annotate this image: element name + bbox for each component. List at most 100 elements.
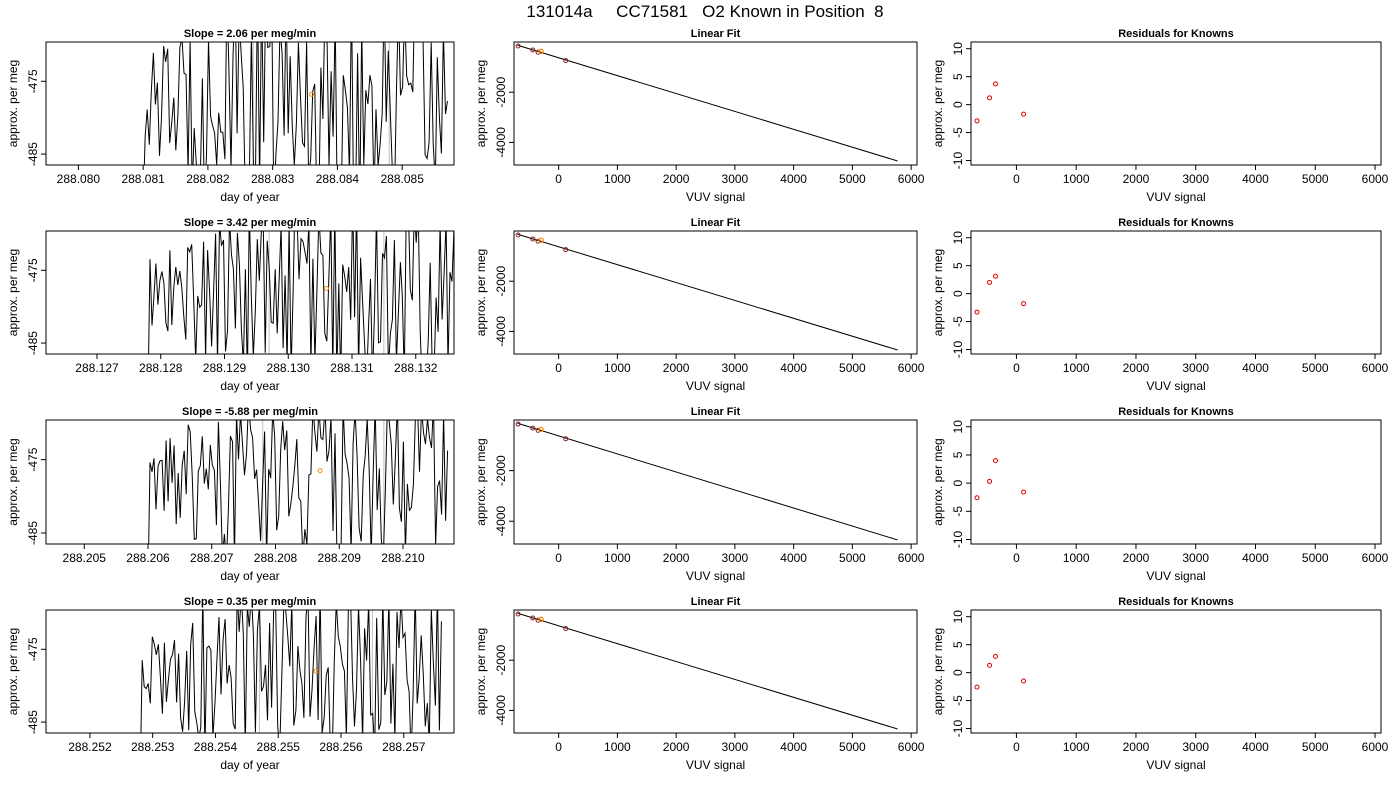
x-tick-label: 2000 bbox=[663, 740, 690, 754]
plot-frame bbox=[45, 41, 455, 166]
x-tick-label: 288.205 bbox=[63, 551, 107, 565]
x-tick-label: 1000 bbox=[604, 361, 631, 375]
x-axis-label: VUV signal bbox=[686, 190, 745, 204]
sample-marker bbox=[538, 237, 544, 244]
y-tick-label: 10 bbox=[951, 420, 965, 434]
x-tick-label: 288.206 bbox=[126, 551, 170, 565]
y-tick-label: 5 bbox=[951, 641, 965, 648]
y-tick-label: -5 bbox=[951, 127, 965, 138]
sample-marker bbox=[538, 616, 544, 623]
data-point bbox=[1021, 301, 1027, 307]
y-tick-label: -4000 bbox=[494, 506, 508, 537]
x-tick-label: 288.084 bbox=[316, 172, 360, 186]
plot-frame bbox=[513, 419, 918, 545]
x-tick-label: 288.252 bbox=[68, 740, 112, 754]
panel-title: Slope = 2.06 per meg/min bbox=[184, 28, 317, 40]
panel-title: Residuals for Knowns bbox=[1118, 28, 1234, 40]
x-tick-label: 4000 bbox=[780, 740, 807, 754]
x-tick-label: 6000 bbox=[898, 172, 925, 186]
y-axis-label: approx. per meg bbox=[474, 249, 488, 336]
data-point bbox=[530, 236, 536, 242]
plot-frame bbox=[513, 41, 918, 166]
x-tick-label: 5000 bbox=[839, 740, 866, 754]
x-tick-label: 5000 bbox=[1302, 361, 1329, 375]
plot-frame bbox=[970, 230, 1382, 355]
x-tick-label: 3000 bbox=[722, 172, 749, 186]
y-axis-label: approx. per meg bbox=[6, 628, 20, 715]
x-tick-label: 1000 bbox=[1063, 361, 1090, 375]
x-tick-label: 3000 bbox=[722, 740, 749, 754]
data-point bbox=[563, 247, 569, 253]
x-tick-label: 288.083 bbox=[251, 172, 295, 186]
data-point bbox=[535, 49, 541, 55]
y-tick-label: 0 bbox=[951, 101, 965, 108]
y-tick-label: -5 bbox=[951, 695, 965, 706]
panel-title: Slope = 3.42 per meg/min bbox=[184, 217, 317, 229]
y-tick-label: -485 bbox=[26, 710, 40, 734]
data-point bbox=[563, 58, 569, 64]
y-axis-label: approx. per meg bbox=[6, 249, 20, 336]
data-point bbox=[974, 495, 980, 501]
plot-frame bbox=[45, 230, 455, 355]
fit-line bbox=[517, 612, 898, 730]
fit-line bbox=[517, 44, 898, 162]
y-tick-label: -475 bbox=[26, 69, 40, 93]
y-tick-label: -4000 bbox=[494, 316, 508, 347]
x-tick-label: 288.254 bbox=[194, 740, 238, 754]
data-point bbox=[1021, 489, 1027, 495]
data-point bbox=[993, 81, 999, 87]
y-tick-label: -10 bbox=[951, 720, 965, 738]
panel-title: Slope = -5.88 per meg/min bbox=[182, 406, 318, 418]
y-tick-label: -475 bbox=[26, 447, 40, 471]
data-series-line bbox=[143, 42, 448, 165]
data-point bbox=[515, 232, 521, 238]
x-tick-label: 288.257 bbox=[382, 740, 426, 754]
panel-row2-time: Slope = 3.42 per meg/min 288.127 288.128 28… bbox=[6, 217, 455, 393]
y-axis-label: approx. per meg bbox=[931, 438, 945, 525]
x-tick-label: 288.081 bbox=[121, 172, 165, 186]
fit-line bbox=[517, 422, 898, 541]
x-tick-label: 0 bbox=[1013, 172, 1020, 186]
y-tick-label: -2000 bbox=[494, 455, 508, 486]
plot-area bbox=[148, 231, 454, 354]
y-tick-label: -485 bbox=[26, 142, 40, 166]
x-tick-label: 1000 bbox=[1063, 172, 1090, 186]
data-series-line bbox=[140, 610, 442, 733]
panel-row4-fit: Linear Fit 0 1000 2000 3000 4000 5000 6000 -2000… bbox=[474, 596, 925, 772]
data-point bbox=[1021, 678, 1027, 684]
x-tick-label: 4000 bbox=[1242, 551, 1269, 565]
x-tick-label: 5000 bbox=[1302, 172, 1329, 186]
y-tick-label: 0 bbox=[951, 479, 965, 486]
data-point bbox=[993, 458, 999, 464]
x-tick-label: 5000 bbox=[839, 172, 866, 186]
x-tick-label: 0 bbox=[555, 740, 562, 754]
data-point bbox=[993, 653, 999, 659]
panel-row2-fit: Linear Fit 0 1000 2000 3000 4000 5000 6000 -2000… bbox=[474, 217, 925, 393]
y-axis-label: approx. per meg bbox=[6, 60, 20, 147]
y-tick-label: -5 bbox=[951, 506, 965, 517]
x-tick-label: 1000 bbox=[604, 172, 631, 186]
x-tick-label: 2000 bbox=[1123, 361, 1150, 375]
y-axis-label: approx. per meg bbox=[931, 249, 945, 336]
panel-row3-resid: Residuals for Knowns 0 1000 2000 3000 4000 500… bbox=[931, 406, 1389, 583]
plot-frame bbox=[970, 41, 1382, 166]
x-tick-label: 1000 bbox=[604, 551, 631, 565]
plot-frame bbox=[513, 230, 918, 355]
y-tick-label: -5 bbox=[951, 316, 965, 327]
x-tick-label: 288.080 bbox=[57, 172, 101, 186]
x-axis-label: VUV signal bbox=[1146, 569, 1205, 583]
data-point bbox=[530, 425, 536, 431]
x-tick-label: 1000 bbox=[1063, 740, 1090, 754]
data-series-line bbox=[148, 231, 454, 354]
x-tick-label: 5000 bbox=[839, 361, 866, 375]
y-tick-label: -485 bbox=[26, 331, 40, 355]
x-tick-label: 6000 bbox=[1362, 551, 1389, 565]
y-tick-label: 10 bbox=[951, 610, 965, 624]
plot-frame bbox=[970, 419, 1382, 545]
x-tick-label: 3000 bbox=[722, 551, 749, 565]
x-tick-label: 288.127 bbox=[75, 361, 119, 375]
data-point bbox=[535, 238, 541, 244]
plot-area bbox=[140, 610, 442, 733]
x-tick-label: 0 bbox=[1013, 361, 1020, 375]
x-tick-label: 5000 bbox=[1302, 551, 1329, 565]
